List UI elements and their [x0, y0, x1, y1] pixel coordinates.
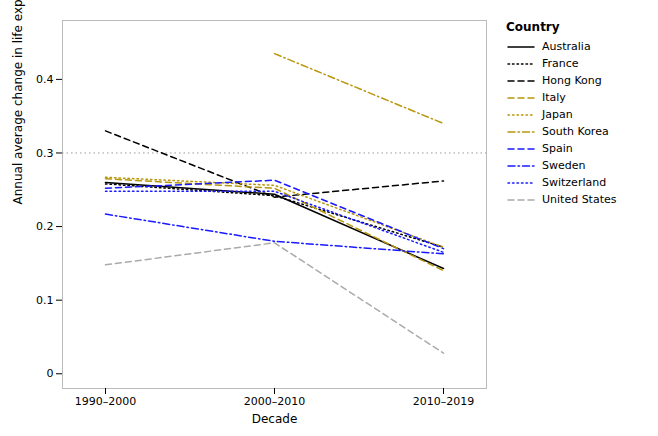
svg-text:1990–2000: 1990–2000	[75, 395, 137, 408]
html-text:Switzerland: Switzerland	[542, 176, 607, 189]
svg-text:2000–2010: 2000–2010	[244, 395, 306, 408]
html-text:France: France	[542, 57, 579, 70]
svg-text:0.2: 0.2	[36, 220, 54, 233]
svg-text:0.1: 0.1	[36, 294, 54, 307]
html-text:United States: United States	[542, 193, 617, 206]
svg-text:0.3: 0.3	[36, 147, 54, 160]
html-text:Spain: Spain	[542, 142, 573, 155]
svg-text:0.4: 0.4	[36, 73, 54, 86]
svg-text:Decade: Decade	[252, 412, 298, 426]
html-text:Italy: Italy	[542, 91, 566, 104]
html-text:Country: Country	[506, 20, 560, 34]
html-text:Hong Kong: Hong Kong	[542, 74, 602, 87]
html-text:South Korea: South Korea	[542, 125, 609, 138]
html-text:Japan: Japan	[542, 108, 573, 121]
svg-text:2010–2019: 2010–2019	[413, 395, 475, 408]
html-text:Sweden: Sweden	[542, 159, 586, 172]
html-text:Australia: Australia	[542, 40, 591, 53]
svg-text:0: 0	[47, 367, 54, 380]
svg-text:Annual average change in life: Annual average change in life expectancy…	[11, 0, 25, 205]
